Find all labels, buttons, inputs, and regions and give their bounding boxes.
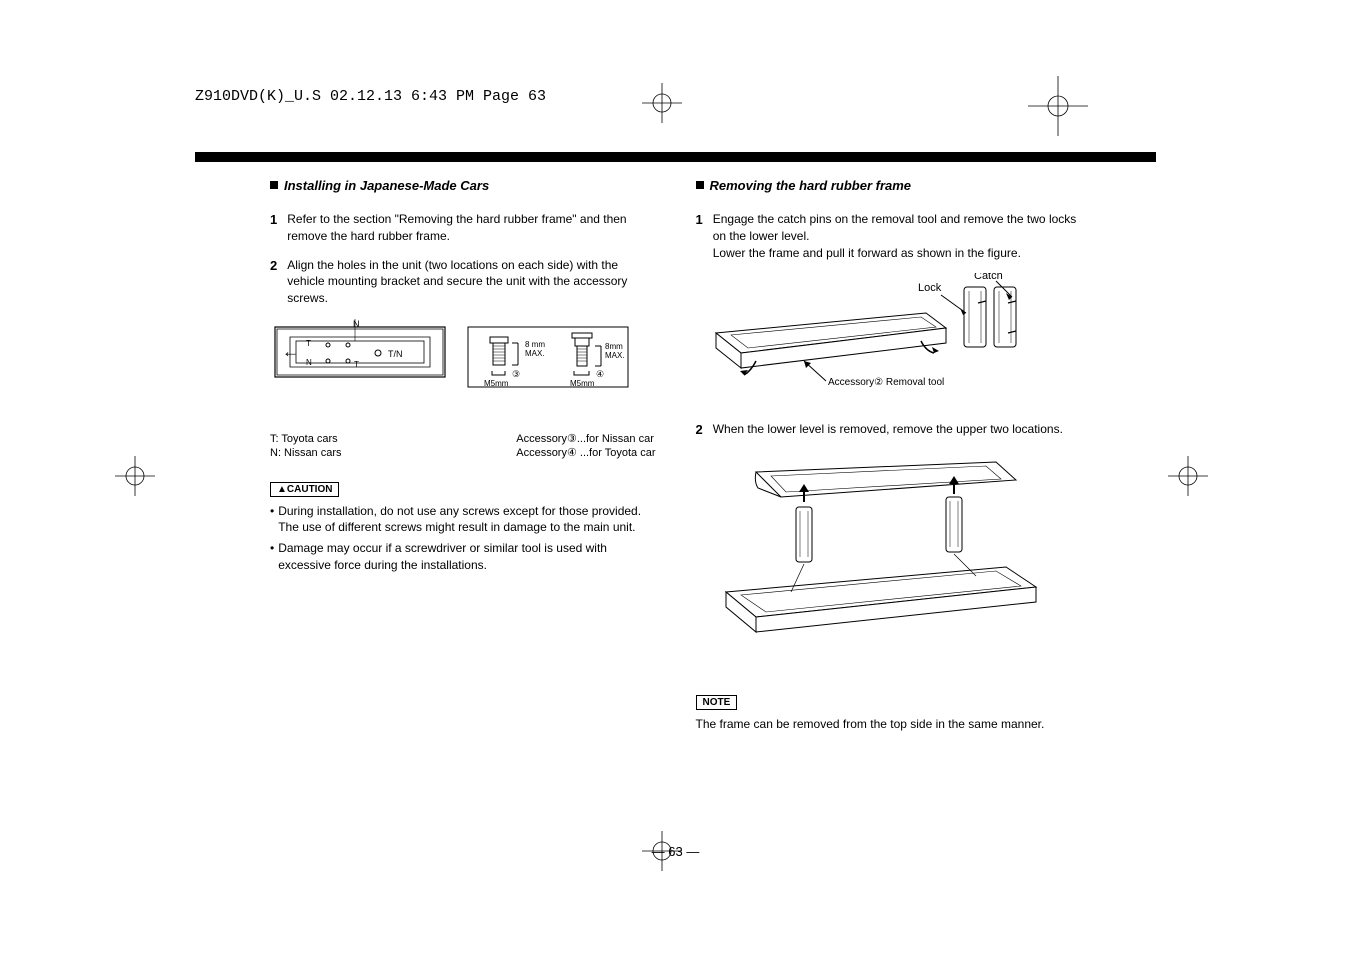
svg-text:M5mm: M5mm xyxy=(484,379,509,388)
crop-mark-top-right xyxy=(1028,76,1088,136)
figure-bracket-screws: N T ← N T T/N 8 mm MAX. xyxy=(270,319,656,424)
svg-text:T: T xyxy=(354,360,359,369)
svg-text:MAX.: MAX. xyxy=(525,349,545,358)
svg-text:③: ③ xyxy=(512,369,520,379)
svg-text:Catch: Catch xyxy=(974,273,1003,282)
section-title-text: Removing the hard rubber frame xyxy=(710,178,912,193)
svg-text:Accessory② Removal tool: Accessory② Removal tool xyxy=(828,377,944,388)
caution-list: •During installation, do not use any scr… xyxy=(270,503,656,574)
note-text: The frame can be removed from the top si… xyxy=(696,716,1082,733)
step-number: 2 xyxy=(696,421,703,439)
svg-text:Lock: Lock xyxy=(918,282,942,294)
svg-text:MAX.: MAX. xyxy=(605,351,625,360)
step-text: Refer to the section "Removing the hard … xyxy=(287,211,655,245)
section-title-install: Installing in Japanese-Made Cars xyxy=(270,178,656,193)
svg-text:N: N xyxy=(306,358,312,367)
page-number: — 63 — xyxy=(0,844,1351,859)
svg-text:8 mm: 8 mm xyxy=(525,340,545,349)
figure-removal-tool: Lock Catch Accessory② Removal tool xyxy=(696,273,1082,403)
svg-text:M5mm: M5mm xyxy=(570,379,595,388)
svg-text:8mm: 8mm xyxy=(605,342,623,351)
section-title-text: Installing in Japanese-Made Cars xyxy=(284,178,489,193)
crop-mark-top xyxy=(642,83,682,123)
svg-text:T/N: T/N xyxy=(388,349,403,359)
svg-text:←: ← xyxy=(282,342,299,361)
step-text: Engage the catch pins on the removal too… xyxy=(713,211,1081,261)
print-header: Z910DVD(K)_U.S 02.12.13 6:43 PM Page 63 xyxy=(195,88,546,105)
svg-text:T: T xyxy=(306,339,311,348)
crop-mark-left xyxy=(115,456,155,496)
header-bar xyxy=(195,152,1156,162)
caution-item: Damage may occur if a screwdriver or sim… xyxy=(278,540,655,574)
figure-upper-removal xyxy=(696,452,1082,652)
step-number: 1 xyxy=(696,211,703,261)
figure-legend-right: Accessory③...for Nissan car Accessory④ .… xyxy=(516,432,655,461)
caution-label: ▲CAUTION xyxy=(270,482,339,497)
crop-mark-right xyxy=(1168,456,1208,496)
right-column: Removing the hard rubber frame 1 Engage … xyxy=(696,178,1082,732)
section-title-removing: Removing the hard rubber frame xyxy=(696,178,1082,193)
step-text: Align the holes in the unit (two locatio… xyxy=(287,257,655,307)
left-column: Installing in Japanese-Made Cars 1 Refer… xyxy=(270,178,656,732)
caution-item: During installation, do not use any scre… xyxy=(278,503,655,537)
step-number: 1 xyxy=(270,211,277,245)
figure-legend-left: T: Toyota cars N: Nissan cars xyxy=(270,432,342,461)
note-label: NOTE xyxy=(696,695,738,710)
svg-text:④: ④ xyxy=(596,369,604,379)
svg-text:N: N xyxy=(353,319,360,329)
step-text: When the lower level is removed, remove … xyxy=(713,421,1063,439)
step-number: 2 xyxy=(270,257,277,307)
